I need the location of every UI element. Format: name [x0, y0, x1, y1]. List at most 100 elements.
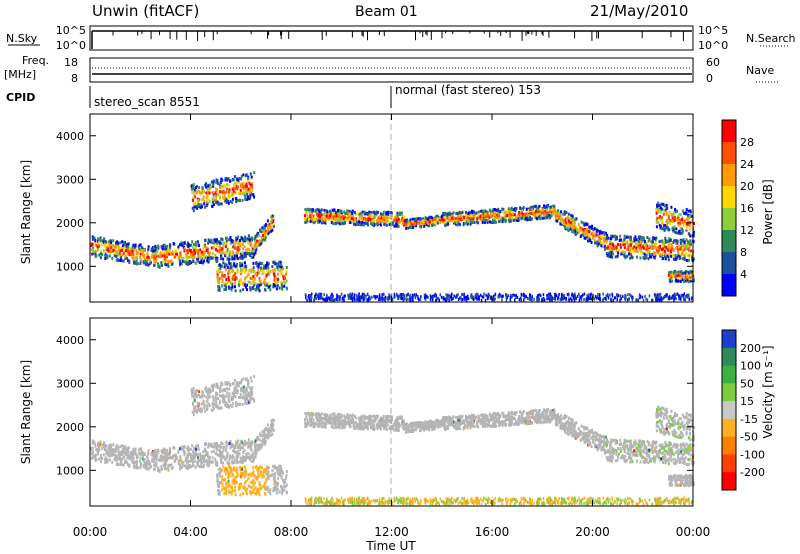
velocity-cell	[179, 463, 182, 467]
power-cell	[197, 240, 199, 244]
power-cell	[195, 205, 198, 209]
velocity-cell	[122, 456, 125, 460]
power-cell	[564, 226, 567, 230]
power-cell	[677, 273, 680, 277]
power-cell	[209, 185, 212, 189]
power-cell	[569, 223, 572, 227]
power-cell	[225, 277, 228, 281]
velocity-cell	[266, 427, 269, 431]
cpid-label: CPID	[6, 91, 35, 104]
power-cell	[606, 233, 609, 237]
power-cell	[253, 277, 256, 281]
power-cell	[214, 253, 217, 257]
power-cell	[498, 210, 501, 214]
power-cell	[683, 298, 685, 301]
power-cell	[391, 298, 394, 302]
power-cell	[238, 198, 241, 202]
power-cell	[229, 266, 232, 270]
power-cell	[612, 245, 615, 249]
velocity-cell	[267, 430, 269, 434]
power-cell	[245, 248, 248, 252]
power-cell	[207, 241, 210, 245]
velocity-cell	[214, 460, 217, 464]
power-cell	[411, 225, 414, 229]
power-cell	[661, 227, 664, 231]
power-cell	[153, 259, 156, 263]
power-cell	[561, 222, 564, 226]
velocity-cell	[207, 445, 210, 449]
power-cell	[246, 197, 249, 201]
velocity-cell	[228, 458, 231, 462]
power-cell	[134, 243, 137, 247]
power-cell	[242, 247, 245, 251]
power-cell	[371, 215, 374, 219]
power-cell	[405, 298, 408, 302]
power-cell	[367, 214, 370, 218]
power-cell	[477, 212, 480, 216]
power-cell	[586, 227, 589, 231]
power-cell	[588, 293, 590, 297]
power-cell	[665, 223, 668, 227]
power-cell	[401, 222, 404, 225]
power-cell	[525, 207, 528, 211]
power-cell	[522, 215, 525, 219]
power-cell	[193, 249, 196, 252]
velocity-cell	[164, 460, 167, 464]
power-cell	[490, 220, 493, 224]
power-cell	[655, 207, 658, 211]
power-cell	[101, 253, 104, 256]
power-cell	[254, 248, 257, 252]
power-cell	[624, 294, 627, 298]
power-cell	[423, 293, 426, 297]
power-cell	[218, 249, 221, 253]
power-cell	[273, 268, 276, 272]
power-cell	[267, 270, 270, 274]
power-cell	[206, 259, 209, 263]
power-cell	[476, 220, 479, 224]
power-cell	[640, 252, 643, 256]
power-cell	[198, 198, 201, 201]
velocity-cell	[192, 450, 195, 453]
velocity-cell	[124, 453, 127, 457]
power-cell	[91, 242, 94, 246]
power-cell	[538, 297, 540, 301]
power-cell	[466, 222, 469, 226]
power-cell	[472, 298, 475, 301]
power-cell	[563, 221, 566, 225]
power-cell	[667, 226, 670, 230]
power-cell	[219, 190, 222, 194]
power-cell	[189, 248, 192, 252]
power-cell	[330, 293, 333, 297]
power-cell	[99, 252, 102, 256]
power-cell	[684, 252, 687, 256]
power-cell	[140, 246, 143, 249]
power-cell	[225, 252, 228, 256]
power-cell	[689, 234, 692, 238]
velocity-cell	[145, 464, 148, 468]
power-cell	[179, 259, 182, 263]
nsearch-label: N.Search	[746, 32, 796, 45]
velocity-cell	[246, 456, 249, 460]
velocity-cell	[241, 461, 244, 464]
power-cell	[487, 218, 490, 222]
power-cell	[230, 288, 233, 292]
power-cell	[330, 295, 332, 299]
velocity-cell	[133, 449, 136, 453]
power-cell	[366, 298, 369, 302]
power-cell	[624, 298, 627, 302]
velocity-cell	[111, 448, 114, 452]
power-cell	[533, 213, 536, 217]
power-cell	[318, 219, 321, 223]
power-cell	[432, 295, 434, 299]
power-cell	[660, 298, 663, 302]
power-cell	[657, 201, 660, 205]
power-cell	[205, 191, 208, 195]
power-cell	[232, 189, 235, 193]
power-cell	[459, 223, 461, 226]
power-cell	[246, 252, 249, 256]
power-cell	[108, 242, 111, 246]
power-cell	[640, 237, 643, 241]
velocity-cell	[104, 461, 107, 464]
power-cell	[237, 178, 240, 182]
power-cell	[138, 243, 141, 247]
